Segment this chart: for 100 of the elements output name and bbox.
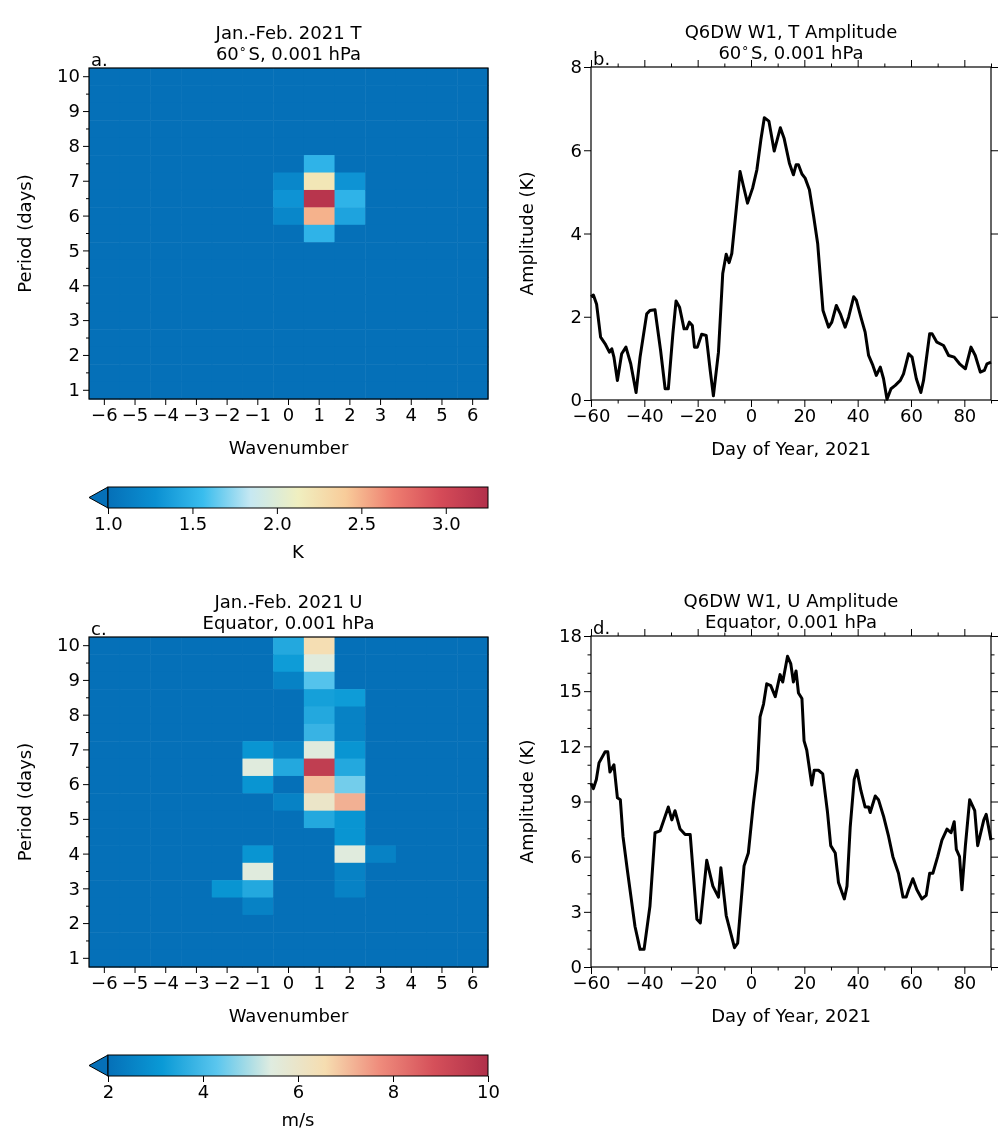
x-tick-label: −6 xyxy=(91,971,118,993)
x-tick-label: −2 xyxy=(213,971,241,993)
y-tick-label: 18 xyxy=(559,625,582,647)
x-tick-label: −4 xyxy=(152,403,179,425)
x-axis-title: Day of Year, 2021 xyxy=(711,438,871,459)
x-tick-label: −2 xyxy=(213,403,241,425)
y-tick-label: 6 xyxy=(68,773,80,795)
x-tick-label: 1 xyxy=(313,971,325,993)
x-tick-label: 4 xyxy=(405,971,417,993)
y-tick-label: 0 xyxy=(570,389,582,411)
x-tick-label: 40 xyxy=(846,404,870,426)
x-tick-label: 20 xyxy=(793,971,817,993)
x-tick-label: 2 xyxy=(344,403,356,425)
x-tick-label: 6 xyxy=(466,971,479,993)
y-tick-label: 1 xyxy=(68,379,80,401)
x-tick-label: −1 xyxy=(244,971,272,993)
x-tick-label: 60 xyxy=(900,971,923,993)
x-tick-label: 3 xyxy=(374,403,387,425)
annotation: a. xyxy=(91,49,108,70)
y-tick-label: 8 xyxy=(570,56,582,78)
x-tick-label: −1 xyxy=(244,403,272,425)
x-tick-label: 5 xyxy=(436,971,448,993)
chart-title: Q6DW W1, U Amplitude xyxy=(683,590,899,611)
x-tick-label: 20 xyxy=(793,404,817,426)
x-tick-label: 0 xyxy=(282,971,295,993)
chart-subtitle: Equator, 0.001 hPa xyxy=(202,612,375,633)
y-tick-label: 10 xyxy=(57,65,80,87)
color-bar-label: 10 xyxy=(477,1080,500,1102)
y-tick-label: 7 xyxy=(68,738,80,760)
y-tick-label: 4 xyxy=(570,222,582,244)
y-tick-label: 5 xyxy=(68,808,80,830)
color-bar-label: 4 xyxy=(197,1080,210,1102)
y-tick-label: 6 xyxy=(570,845,582,867)
color-bar-label: 3.0 xyxy=(431,512,461,534)
y-tick-label: 2 xyxy=(570,306,582,328)
x-tick-label: 4 xyxy=(405,403,417,425)
y-tick-label: 6 xyxy=(570,139,582,161)
y-tick-label: 9 xyxy=(570,790,582,812)
y-axis-title: Amplitude (K) xyxy=(516,171,537,296)
x-tick-label: −20 xyxy=(679,404,718,426)
color-bar-label: 6 xyxy=(292,1080,305,1102)
y-tick-label: 4 xyxy=(68,842,80,864)
x-tick-label: 0 xyxy=(745,971,758,993)
x-tick-label: 0 xyxy=(282,403,295,425)
y-tick-label: 10 xyxy=(57,634,80,656)
color-bar-label: 1.0 xyxy=(94,512,123,534)
y-tick-label: 3 xyxy=(570,901,582,923)
y-tick-label: 5 xyxy=(68,239,80,261)
y-tick-label: 0 xyxy=(570,956,582,978)
x-tick-label: 80 xyxy=(953,971,977,993)
x-tick-label: −20 xyxy=(679,971,718,993)
x-tick-label: 80 xyxy=(953,404,977,426)
x-tick-label: −3 xyxy=(183,403,210,425)
annotation: c. xyxy=(91,618,107,639)
y-tick-label: 1 xyxy=(68,947,80,969)
y-tick-label: 8 xyxy=(68,703,80,725)
x-tick-label: 60 xyxy=(900,404,923,426)
y-axis-title: Period (days) xyxy=(14,742,35,862)
chart-title: Q6DW W1, T Amplitude xyxy=(684,21,898,42)
y-tick-label: 2 xyxy=(68,912,80,934)
x-tick-label: 40 xyxy=(846,971,870,993)
x-tick-label: 5 xyxy=(436,403,448,425)
y-tick-label: 8 xyxy=(68,135,80,157)
y-tick-label: 15 xyxy=(559,680,582,702)
x-axis-title: Wavenumber xyxy=(228,1005,349,1026)
y-tick-label: 9 xyxy=(68,669,80,691)
chart-title: Jan.-Feb. 2021 T xyxy=(214,22,363,43)
chart-title: Jan.-Feb. 2021 U xyxy=(213,591,363,612)
y-axis-title: Amplitude (K) xyxy=(516,739,537,864)
annotation: b. xyxy=(593,48,611,69)
x-tick-label: −40 xyxy=(625,971,664,993)
y-tick-label: 2 xyxy=(68,344,80,366)
color-bar-label: 8 xyxy=(387,1080,400,1102)
x-tick-label: −4 xyxy=(152,971,179,993)
color-bar-title: m/s xyxy=(281,1109,315,1130)
x-axis-title: Wavenumber xyxy=(228,437,349,458)
chart-subtitle: Equator, 0.001 hPa xyxy=(705,611,877,632)
color-bar-label: 1.5 xyxy=(178,512,208,534)
y-tick-label: 9 xyxy=(68,100,80,122)
y-tick-label: 4 xyxy=(68,274,80,296)
color-bar-label: 2 xyxy=(102,1080,115,1102)
x-tick-label: −3 xyxy=(183,971,210,993)
color-bar-title: K xyxy=(292,541,306,562)
y-tick-label: 7 xyxy=(68,170,80,191)
x-tick-label: 3 xyxy=(374,971,387,993)
y-tick-label: 3 xyxy=(68,877,80,899)
y-tick-label: 6 xyxy=(68,204,80,226)
x-axis-title: Day of Year, 2021 xyxy=(711,1005,871,1026)
x-tick-label: 1 xyxy=(313,403,325,425)
annotation: d. xyxy=(593,617,611,638)
x-tick-label: 0 xyxy=(745,404,758,426)
y-axis-title: Period (days) xyxy=(14,174,35,293)
x-tick-label: −40 xyxy=(625,404,664,426)
x-tick-label: 2 xyxy=(344,971,356,993)
x-tick-label: −5 xyxy=(121,403,149,425)
color-bar-label: 2.0 xyxy=(263,512,292,534)
color-bar-label: 2.5 xyxy=(347,512,377,534)
y-tick-label: 12 xyxy=(559,735,582,757)
x-tick-label: −5 xyxy=(121,971,149,993)
x-tick-label: −6 xyxy=(91,403,118,425)
